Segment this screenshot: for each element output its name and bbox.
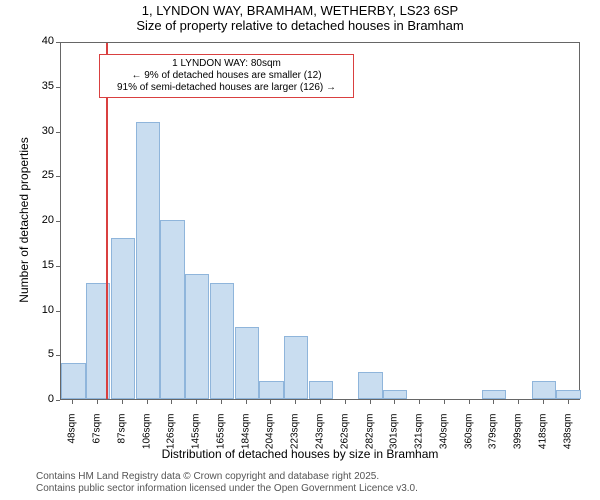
x-tick-mark [122, 400, 123, 404]
y-tick-mark [56, 42, 60, 43]
y-axis-label: Number of detached properties [17, 70, 31, 370]
x-tick-mark [370, 400, 371, 404]
histogram-bar [309, 381, 333, 399]
x-tick-label: 204sqm [265, 414, 276, 464]
histogram-bar [482, 390, 506, 399]
x-tick-label: 360sqm [463, 414, 474, 464]
x-tick-mark [171, 400, 172, 404]
x-tick-label: 87sqm [116, 414, 127, 464]
histogram-bar [185, 274, 209, 399]
x-tick-mark [147, 400, 148, 404]
histogram-bar [136, 122, 160, 399]
histogram-bar [284, 336, 308, 399]
x-tick-label: 282sqm [364, 414, 375, 464]
x-tick-mark [72, 400, 73, 404]
y-tick-label: 20 [32, 214, 54, 226]
chart-subtitle: Size of property relative to detached ho… [0, 18, 600, 33]
x-tick-label: 379sqm [488, 414, 499, 464]
y-tick-label: 0 [32, 393, 54, 405]
y-tick-label: 25 [32, 169, 54, 181]
x-tick-label: 243sqm [315, 414, 326, 464]
histogram-bar [532, 381, 556, 399]
x-tick-mark [469, 400, 470, 404]
x-tick-label: 184sqm [240, 414, 251, 464]
x-tick-mark [419, 400, 420, 404]
x-tick-label: 301sqm [389, 414, 400, 464]
x-tick-label: 106sqm [141, 414, 152, 464]
x-tick-mark [270, 400, 271, 404]
x-tick-label: 399sqm [513, 414, 524, 464]
y-tick-mark [56, 87, 60, 88]
y-tick-label: 15 [32, 259, 54, 271]
y-tick-mark [56, 176, 60, 177]
annotation-line-1: 1 LYNDON WAY: 80sqm [106, 58, 347, 70]
footer-attribution: Contains HM Land Registry data © Crown c… [36, 471, 418, 495]
x-tick-label: 165sqm [215, 414, 226, 464]
x-tick-label: 48sqm [67, 414, 78, 464]
annotation-line-2: ← 9% of detached houses are smaller (12) [106, 70, 347, 82]
x-tick-mark [196, 400, 197, 404]
x-tick-mark [221, 400, 222, 404]
histogram-bar [358, 372, 382, 399]
x-tick-label: 340sqm [438, 414, 449, 464]
y-tick-label: 30 [32, 125, 54, 137]
x-tick-label: 438sqm [562, 414, 573, 464]
footer-line-1: Contains HM Land Registry data © Crown c… [36, 471, 418, 483]
x-tick-mark [493, 400, 494, 404]
histogram-bar [259, 381, 283, 399]
x-tick-mark [97, 400, 98, 404]
y-tick-label: 40 [32, 35, 54, 47]
y-tick-label: 35 [32, 80, 54, 92]
footer-line-2: Contains public sector information licen… [36, 483, 418, 495]
annotation-line-3: 91% of semi-detached houses are larger (… [106, 82, 347, 94]
histogram-bar [383, 390, 407, 399]
x-tick-mark [394, 400, 395, 404]
x-tick-label: 67sqm [92, 414, 103, 464]
x-tick-label: 418sqm [537, 414, 548, 464]
x-tick-mark [246, 400, 247, 404]
x-tick-label: 262sqm [339, 414, 350, 464]
y-tick-mark [56, 221, 60, 222]
y-tick-label: 10 [32, 304, 54, 316]
histogram-bar [235, 327, 259, 399]
x-tick-label: 321sqm [414, 414, 425, 464]
x-tick-mark [295, 400, 296, 404]
histogram-bar [61, 363, 85, 399]
x-tick-label: 223sqm [290, 414, 301, 464]
x-tick-mark [568, 400, 569, 404]
x-tick-mark [345, 400, 346, 404]
x-tick-mark [518, 400, 519, 404]
chart-plot-area: 1 LYNDON WAY: 80sqm← 9% of detached hous… [60, 42, 580, 400]
y-tick-mark [56, 311, 60, 312]
histogram-bar [160, 220, 184, 399]
chart-title: 1, LYNDON WAY, BRAMHAM, WETHERBY, LS23 6… [0, 0, 600, 18]
y-tick-mark [56, 266, 60, 267]
histogram-bar [111, 238, 135, 399]
annotation-box: 1 LYNDON WAY: 80sqm← 9% of detached hous… [99, 54, 354, 98]
y-tick-label: 5 [32, 348, 54, 360]
y-tick-mark [56, 355, 60, 356]
x-tick-mark [320, 400, 321, 404]
histogram-bar [210, 283, 234, 399]
x-tick-mark [543, 400, 544, 404]
x-tick-label: 126sqm [166, 414, 177, 464]
y-tick-mark [56, 400, 60, 401]
y-tick-mark [56, 132, 60, 133]
x-tick-label: 145sqm [191, 414, 202, 464]
histogram-bar [556, 390, 580, 399]
x-tick-mark [444, 400, 445, 404]
